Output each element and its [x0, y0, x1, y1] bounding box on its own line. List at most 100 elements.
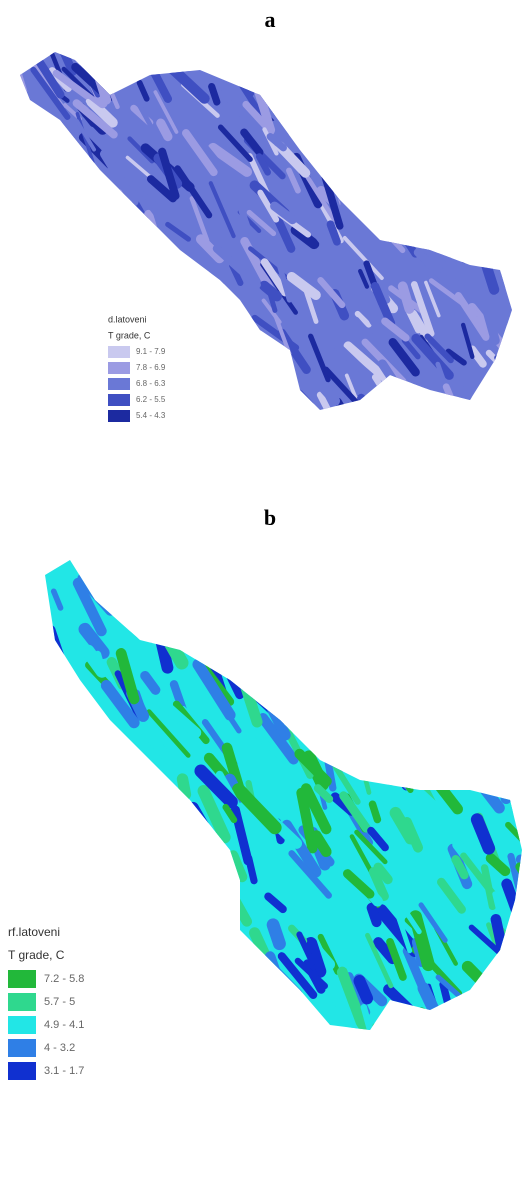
terrain-stripe: [70, 390, 93, 410]
terrain-stripe: [56, 285, 77, 346]
terrain-stripe: [479, 1022, 506, 1030]
terrain-stripe: [405, 66, 422, 82]
terrain-stripe: [233, 416, 280, 451]
terrain-stripe: [375, 623, 418, 670]
terrain-stripe: [136, 79, 150, 102]
terrain-stripe: [202, 843, 237, 890]
terrain-stripe: [445, 601, 467, 654]
terrain-stripe: [70, 750, 96, 811]
terrain-stripe: [516, 573, 522, 614]
terrain-stripe: [224, 982, 241, 1007]
terrain-stripe: [472, 84, 504, 136]
terrain-stripe: [20, 341, 38, 364]
terrain-stripe: [94, 314, 108, 341]
terrain-stripe: [229, 968, 250, 997]
terrain-stripe: [454, 734, 496, 780]
terrain-stripe: [207, 142, 253, 177]
terrain-stripe: [257, 713, 299, 765]
terrain-stripe: [121, 983, 136, 1027]
terrain-stripe: [227, 715, 242, 734]
terrain-stripe: [190, 405, 211, 410]
terrain-stripe: [38, 245, 63, 295]
terrain-stripe: [185, 1033, 204, 1049]
panel-label: a: [265, 7, 276, 32]
terrain-stripe: [495, 236, 512, 258]
terrain-stripe: [347, 70, 368, 122]
terrain-stripe: [503, 74, 512, 111]
terrain-stripe: [54, 317, 74, 355]
terrain-stripe: [342, 71, 375, 103]
terrain-stripe: [150, 776, 175, 840]
terrain-stripe: [81, 853, 105, 881]
terrain-stripe: [130, 972, 148, 1005]
legend-swatch: [108, 346, 130, 358]
terrain-stripe: [489, 52, 512, 73]
terrain-stripe: [205, 1016, 246, 1030]
terrain-stripe: [167, 920, 199, 962]
terrain-stripe: [145, 874, 161, 893]
legend-swatch: [108, 410, 130, 422]
terrain-stripe: [490, 131, 512, 174]
terrain-stripe: [475, 664, 500, 696]
terrain-stripe: [67, 264, 108, 316]
terrain-stripe: [334, 398, 352, 410]
terrain-stripe: [58, 818, 104, 859]
terrain-stripe: [515, 854, 522, 902]
terrain-stripe: [392, 394, 409, 410]
terrain-stripe: [81, 52, 108, 83]
terrain-stripe: [492, 163, 512, 202]
terrain-stripe: [245, 987, 275, 1030]
terrain-stripe: [260, 258, 289, 297]
terrain-stripe: [166, 941, 193, 991]
terrain-stripe: [266, 918, 286, 951]
terrain-stripe: [296, 787, 318, 854]
terrain-stripe: [174, 165, 213, 219]
terrain-stripe: [149, 727, 166, 756]
terrain-stripe: [464, 235, 501, 266]
terrain-stripe: [477, 288, 500, 345]
terrain-stripe: [515, 862, 522, 907]
terrain-stripe: [376, 155, 397, 194]
terrain-stripe: [338, 126, 380, 181]
terrain-stripe: [114, 944, 157, 987]
terrain-stripe: [30, 66, 71, 120]
terrain-stripe: [122, 255, 158, 308]
terrain-stripe: [393, 745, 413, 791]
terrain-stripe: [375, 689, 398, 712]
terrain-stripe: [373, 862, 393, 885]
terrain-stripe: [350, 149, 362, 177]
terrain-stripe: [397, 175, 424, 199]
terrain-stripe: [504, 179, 512, 235]
terrain-stripe: [228, 629, 245, 664]
terrain-stripe: [44, 171, 79, 207]
terrain-stripe: [140, 670, 161, 695]
terrain-stripe: [494, 355, 508, 378]
terrain-stripe: [173, 833, 189, 868]
terrain-stripe: [239, 408, 283, 410]
terrain-stripe: [89, 944, 113, 975]
terrain-stripe: [455, 648, 472, 675]
terrain-stripe: [20, 112, 29, 144]
terrain-stripe: [460, 852, 497, 899]
terrain-stripe: [518, 882, 522, 939]
terrain-stripe: [63, 728, 109, 776]
terrain-stripe: [368, 800, 382, 824]
terrain-stripe: [349, 616, 364, 650]
terrain-stripe: [67, 159, 86, 200]
terrain-stripe: [240, 393, 284, 410]
terrain-stripe: [160, 981, 201, 1022]
terrain-stripe: [324, 138, 357, 169]
terrain-stripe: [87, 827, 108, 857]
terrain-stripe: [139, 260, 155, 295]
terrain-stripe: [176, 773, 192, 801]
terrain-stripe: [352, 395, 368, 410]
terrain-stripe: [409, 630, 440, 670]
terrain-stripe: [21, 123, 34, 155]
terrain-stripe: [20, 175, 52, 241]
terrain-stripe: [146, 709, 191, 758]
terrain-stripe: [368, 595, 408, 643]
terrain-stripe: [20, 106, 34, 142]
terrain-stripe: [354, 316, 397, 365]
terrain-stripe: [72, 720, 94, 763]
